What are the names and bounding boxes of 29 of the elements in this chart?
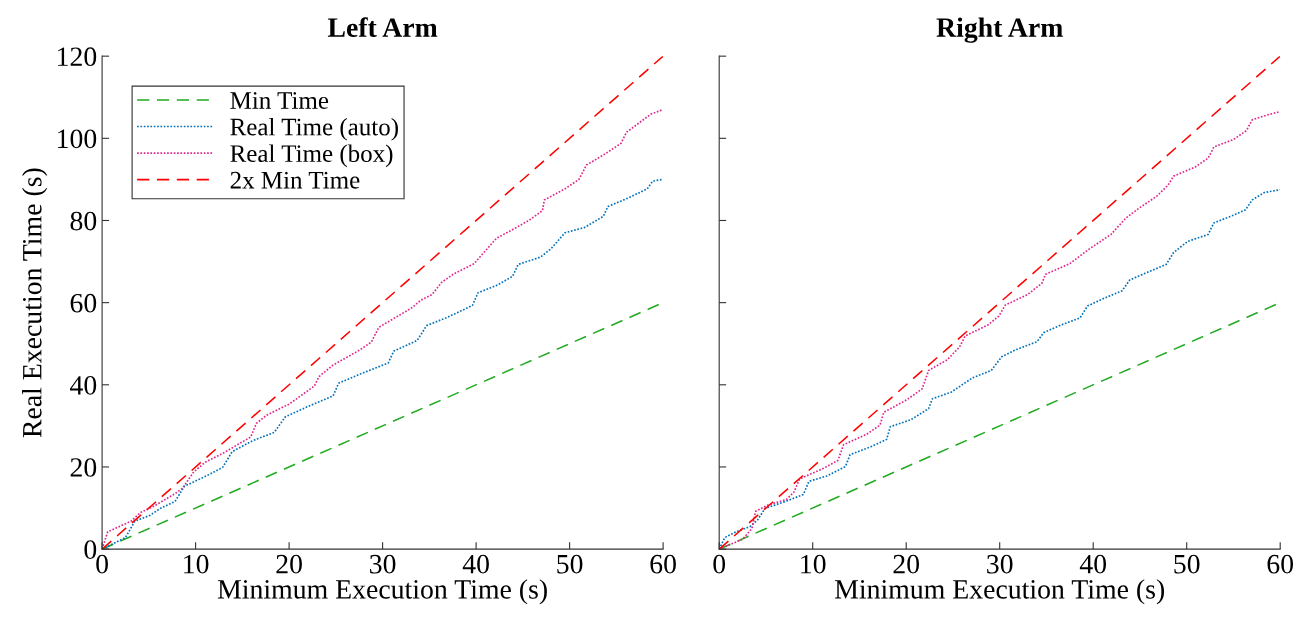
y-tick-label: 40	[70, 375, 97, 395]
x-tick-label: 10	[801, 554, 826, 574]
x-tick-label: 60	[1267, 554, 1294, 574]
legend-label: 2x Min Time	[230, 171, 360, 189]
x-tick-label: 50	[557, 554, 583, 574]
y-tick-label: 0	[84, 540, 97, 560]
x-tick-label: 20	[276, 554, 302, 574]
legend-label: Real Time (auto)	[230, 117, 398, 141]
chart-title: Left Arm	[327, 17, 438, 37]
y-tick-label: 80	[70, 211, 97, 231]
x-tick-label: 0	[713, 554, 726, 574]
x-tick-label: 20	[893, 554, 920, 574]
x-tick-label: 60	[650, 554, 676, 574]
legend-label: Min Time	[230, 92, 329, 109]
y-tick-label: 120	[58, 47, 97, 67]
x-tick-label: 40	[462, 554, 489, 574]
x-tick-label: 30	[987, 554, 1013, 574]
x-axis-title: Minimum Execution Time (s)	[834, 579, 1165, 605]
x-tick-label: 40	[1079, 554, 1107, 574]
y-tick-label: 20	[70, 458, 97, 477]
x-tick-label: 50	[1174, 554, 1200, 574]
x-tick-label: 10	[184, 554, 209, 574]
y-axis-title: Real Execution Time (s)	[22, 168, 48, 438]
legend-label: Real Time (box)	[230, 144, 393, 168]
y-tick-label: 60	[70, 293, 97, 313]
chart-title: Right Arm	[936, 17, 1063, 43]
x-axis-title: Minimum Execution Time (s)	[217, 579, 547, 605]
y-tick-label: 100	[58, 129, 97, 149]
x-tick-label: 30	[370, 554, 396, 574]
